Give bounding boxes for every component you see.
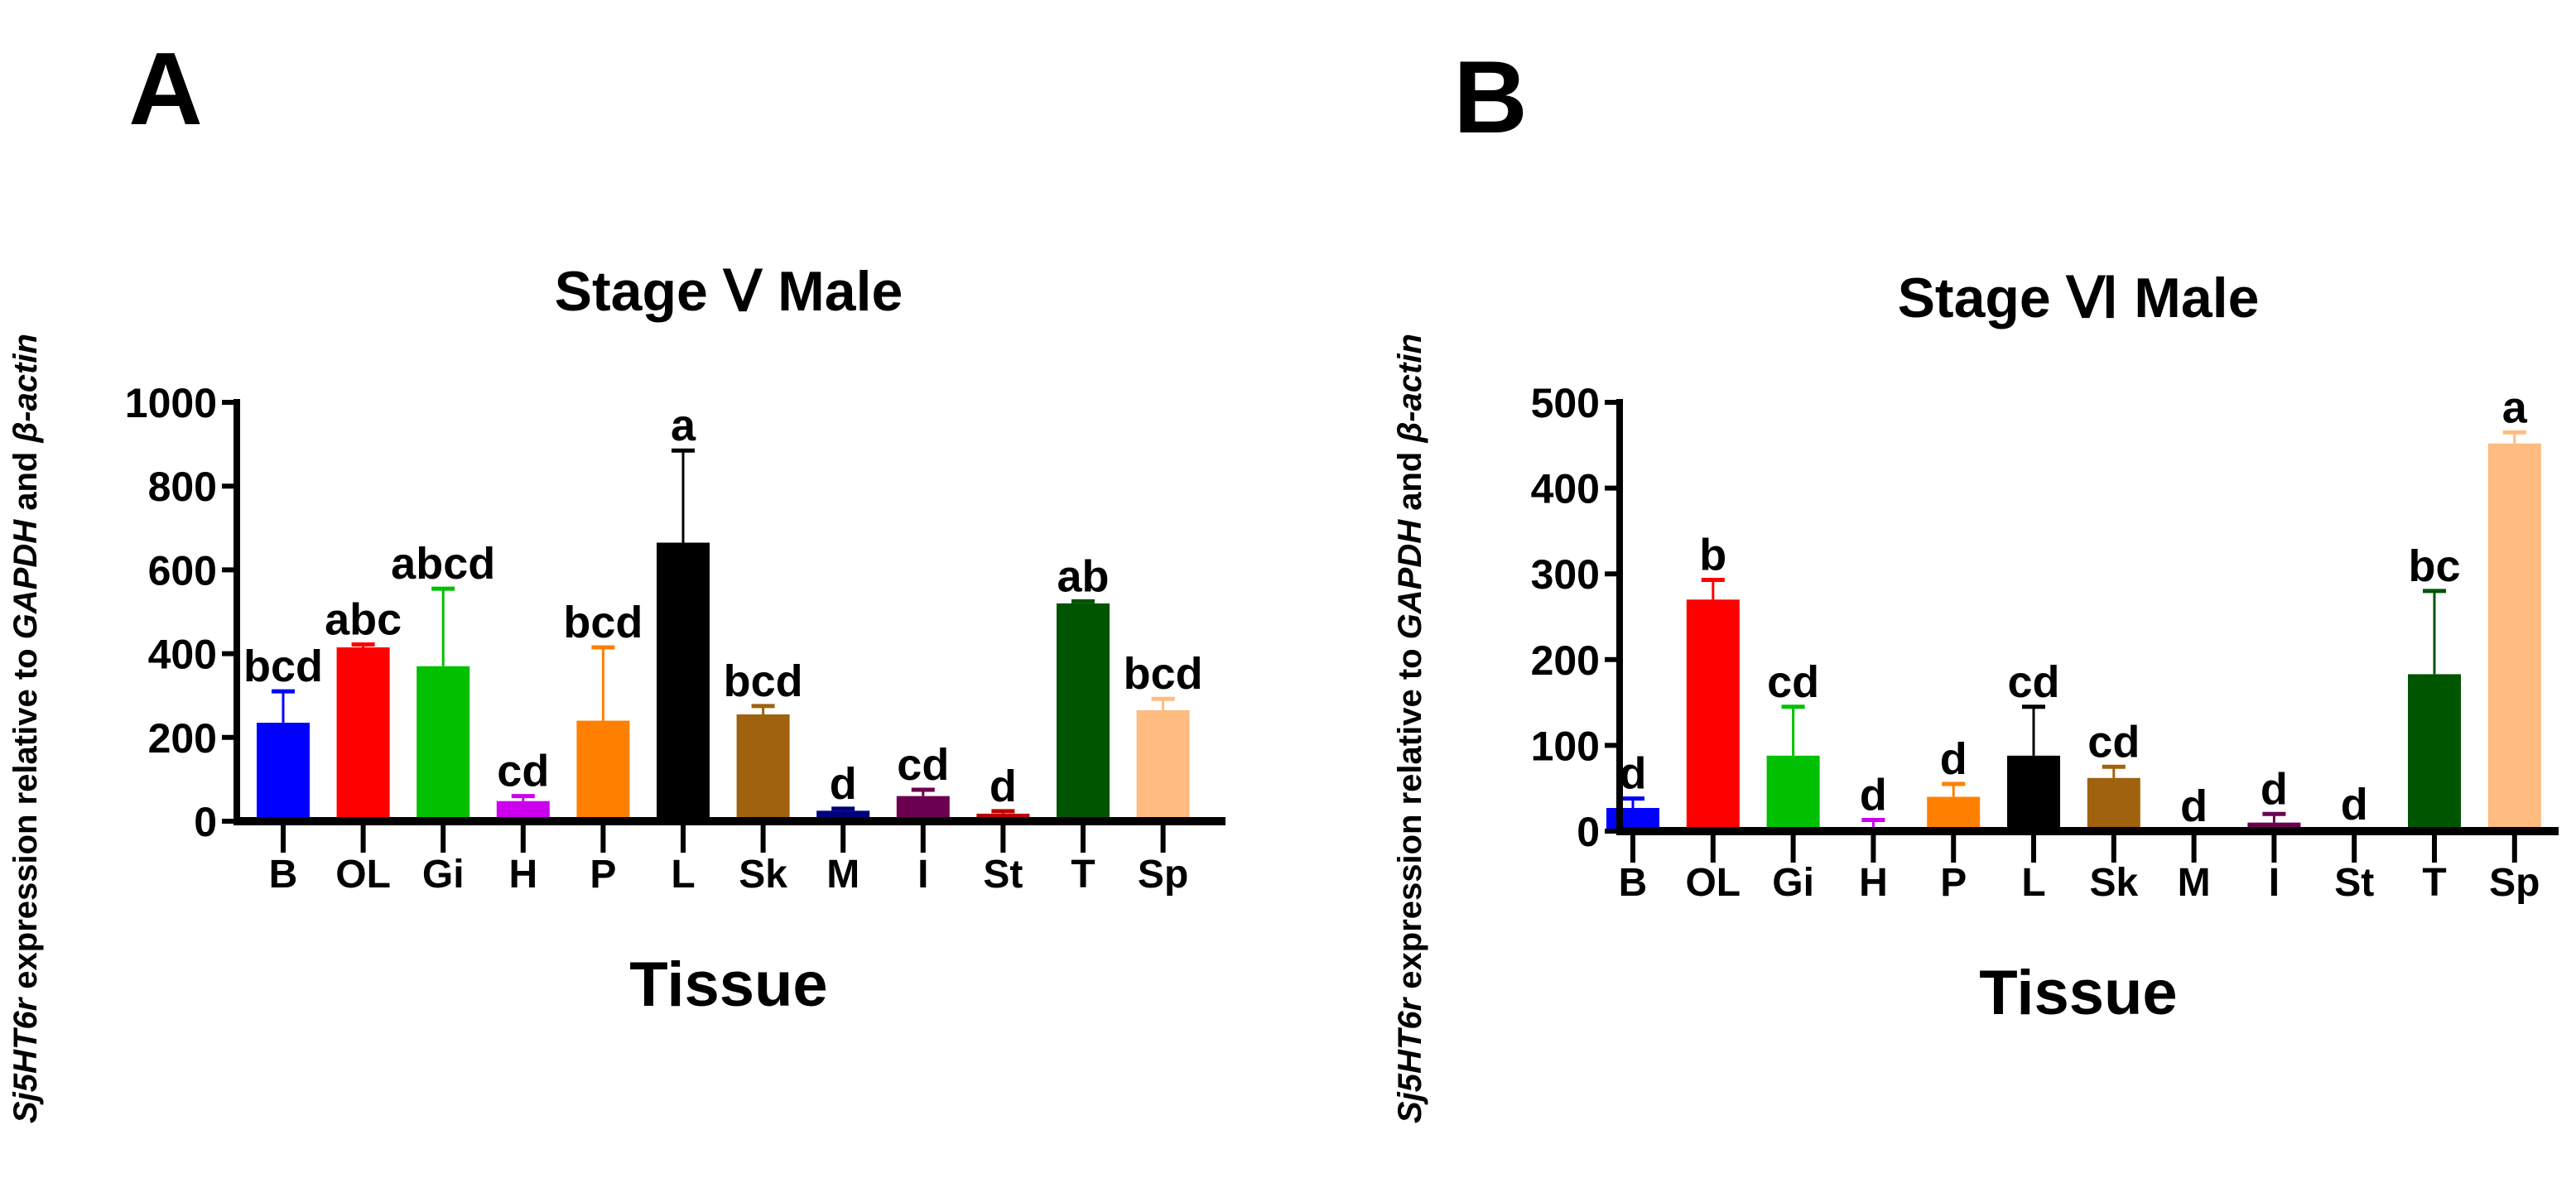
significance-label: bcd: [724, 656, 803, 706]
y-tick-label: 1000: [125, 380, 217, 426]
y-tick-label: 300: [1531, 551, 1600, 598]
significance-label: bcd: [1124, 649, 1203, 699]
y-tick-label: 800: [148, 464, 217, 510]
significance-label: abcd: [391, 539, 495, 589]
x-tick-label: I: [917, 853, 928, 897]
y-tick-label: 400: [1531, 466, 1600, 512]
y-tick-label: 600: [148, 547, 217, 594]
x-tick-label: P: [1940, 861, 1967, 905]
y-axis-label-part: β-actin: [1392, 334, 1428, 444]
x-tick-label: T: [2422, 861, 2446, 905]
x-tick-label: OL: [335, 853, 391, 897]
significance-label: b: [1699, 530, 1726, 579]
x-axis-label: Tissue: [1979, 958, 2177, 1028]
bar-OL: [1686, 599, 1740, 831]
bar-B: [257, 723, 310, 821]
panel-label: A: [128, 32, 203, 147]
bar-Gi: [1766, 755, 1820, 831]
y-tick-label: 400: [148, 632, 217, 678]
y-tick-label: 500: [1531, 380, 1600, 426]
significance-label: d: [2341, 780, 2368, 829]
panel-label: B: [1453, 41, 1528, 155]
x-tick-label: L: [671, 853, 695, 897]
y-tick-label: 200: [1531, 637, 1600, 684]
x-tick-label: L: [2021, 861, 2045, 905]
x-tick-label: T: [1071, 853, 1095, 897]
y-tick-label: 0: [194, 799, 217, 845]
x-tick-label: H: [1859, 861, 1888, 905]
significance-label: d: [1620, 749, 1647, 799]
y-axis-label-part: GAPDH: [7, 519, 44, 640]
x-tick-label: B: [1619, 861, 1648, 905]
significance-label: d: [2261, 764, 2288, 814]
x-tick-label: Sp: [2489, 861, 2540, 905]
significance-label: d: [1940, 734, 1967, 784]
x-tick-label: H: [508, 853, 537, 897]
bar-P: [576, 720, 630, 821]
bar-P: [1927, 796, 1981, 831]
significance-label: bc: [2408, 541, 2460, 591]
x-tick-label: I: [2269, 861, 2280, 905]
significance-label: cd: [2087, 717, 2140, 767]
significance-label: cd: [897, 740, 949, 790]
chart-title: Stage Ⅴ Male: [555, 260, 903, 323]
significance-label: abc: [325, 594, 402, 644]
significance-label: a: [2502, 382, 2528, 432]
x-tick-label: Sk: [739, 853, 787, 897]
bar-Gi: [416, 666, 470, 821]
bar-Sp: [1136, 709, 1190, 821]
x-axis-label: Tissue: [629, 950, 827, 1020]
significance-label: bcd: [563, 598, 643, 647]
bar-L: [2007, 755, 2060, 831]
y-axis-label-part: Sj5HT6r: [1392, 996, 1428, 1123]
x-tick-label: M: [2178, 861, 2211, 905]
y-tick-label: 100: [1531, 723, 1600, 769]
y-axis-label-part: expression relative to: [1392, 639, 1428, 998]
x-tick-label: P: [590, 853, 616, 897]
bar-T: [1057, 603, 1110, 821]
bar-I: [2247, 822, 2301, 831]
bar-Sk: [2087, 777, 2140, 831]
y-axis-label: Sj5HT6r expression relative to GAPDH and…: [1392, 334, 1428, 1123]
significance-label: d: [830, 759, 857, 809]
significance-label: cd: [2007, 657, 2059, 707]
chart-panel-b: B Stage Ⅵ Male Tissue Sj5HT6r expression re…: [1392, 41, 2559, 1123]
y-axis-label-part: Sj5HT6r: [7, 996, 44, 1123]
y-axis-label-part: and: [1392, 443, 1428, 520]
x-tick-label: Gi: [422, 853, 465, 897]
chart-panel-a: A Stage Ⅴ Male Tissue Sj5HT6r expression re…: [7, 32, 1225, 1123]
significance-label: d: [2180, 781, 2208, 831]
bar-T: [2408, 674, 2461, 831]
y-axis-label-part: expression relative to: [7, 639, 44, 998]
y-tick-label: 0: [1577, 809, 1600, 855]
bar-Sp: [2487, 443, 2541, 831]
significance-label: a: [671, 401, 696, 450]
x-tick-label: St: [2334, 861, 2374, 905]
y-axis-label-part: GAPDH: [1392, 519, 1428, 640]
y-axis-label-part: β-actin: [7, 334, 44, 444]
bar-L: [657, 542, 710, 821]
x-tick-label: M: [826, 853, 859, 897]
significance-label: cd: [497, 747, 549, 796]
significance-label: ab: [1057, 551, 1109, 601]
x-tick-label: Gi: [1772, 861, 1814, 905]
y-axis-label: Sj5HT6r expression relative to GAPDH and…: [7, 334, 44, 1123]
x-tick-label: B: [269, 853, 298, 897]
y-axis-label-part: and: [7, 443, 44, 520]
bar-Sk: [736, 714, 790, 821]
significance-label: d: [1860, 771, 1887, 820]
x-tick-label: OL: [1685, 861, 1741, 905]
significance-label: d: [989, 762, 1017, 811]
chart-title: Stage Ⅵ Male: [1898, 267, 2260, 329]
y-tick-label: 200: [148, 715, 217, 762]
x-tick-label: St: [983, 853, 1023, 897]
x-tick-label: Sp: [1138, 853, 1188, 897]
significance-label: cd: [1767, 657, 1819, 707]
significance-label: bcd: [243, 642, 323, 691]
bar-I: [896, 796, 950, 821]
bar-OL: [336, 647, 390, 821]
x-tick-label: Sk: [2089, 861, 2138, 905]
